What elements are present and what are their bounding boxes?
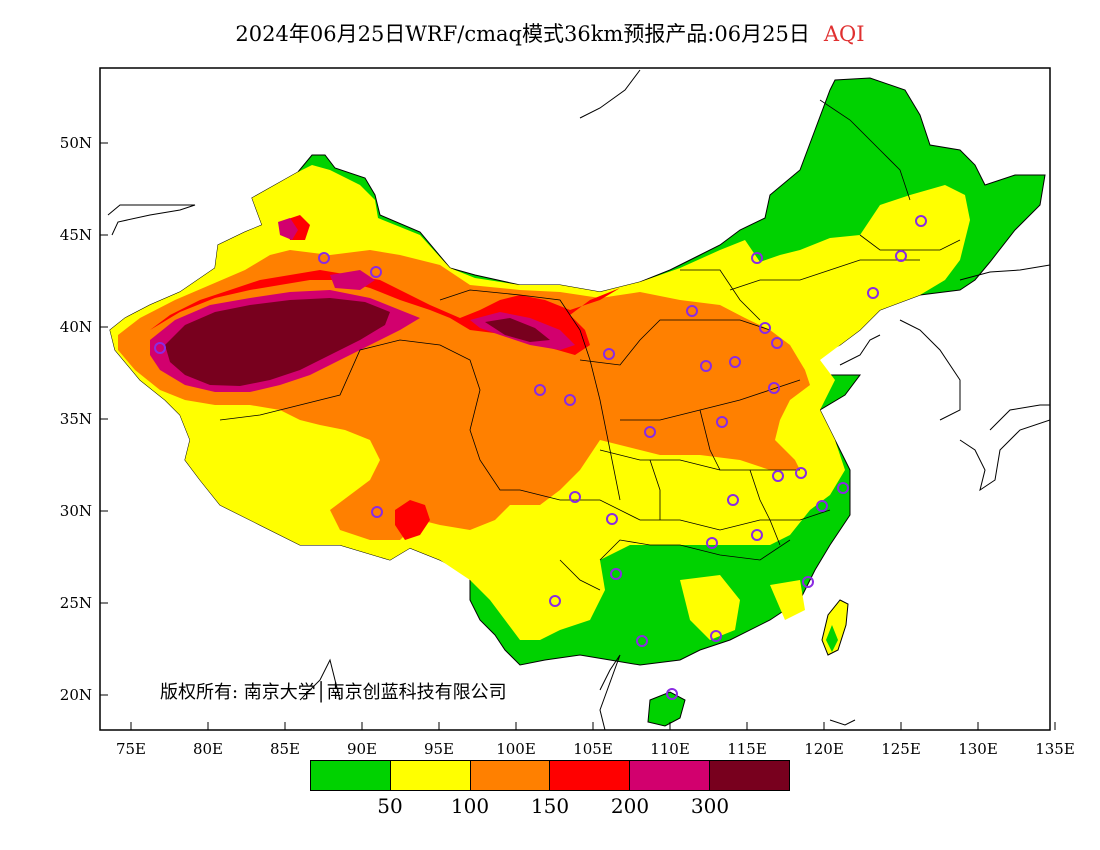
lat-tick-label: 35N xyxy=(60,410,92,428)
legend-swatch xyxy=(311,761,391,790)
legend-label: 300 xyxy=(690,794,730,818)
station-marker xyxy=(549,595,561,607)
station-marker xyxy=(666,688,678,700)
lon-tick-label: 130E xyxy=(958,740,998,758)
lon-tick-label: 85E xyxy=(270,740,300,758)
aqi-zone-moderate-south xyxy=(680,575,805,640)
lon-tick-label: 80E xyxy=(193,740,223,758)
station-marker xyxy=(816,500,828,512)
map-area xyxy=(107,69,1050,730)
station-marker xyxy=(706,537,718,549)
legend-swatch xyxy=(550,761,631,790)
longitude-axis: 75E 80E 85E 90E 95E 100E 105E 110E 115E 120E 125E 1… xyxy=(116,722,1075,758)
taiwan-island xyxy=(821,599,849,656)
legend-swatch xyxy=(710,761,789,790)
map-frame xyxy=(99,67,1051,731)
station-marker xyxy=(644,426,656,438)
station-marker xyxy=(606,513,618,525)
aqi-legend xyxy=(310,760,790,791)
station-marker xyxy=(759,322,771,334)
legend-swatch xyxy=(390,761,471,790)
latitude-axis: 50N 45N 40N 35N 30N 25N 20N xyxy=(60,134,108,704)
station-marker xyxy=(727,494,739,506)
lat-tick-label: 50N xyxy=(60,134,92,152)
station-marker xyxy=(716,416,728,428)
lon-tick-label: 75E xyxy=(116,740,146,758)
station-marker xyxy=(837,482,849,494)
title-main: 2024年06月25日WRF/cmaq模式36km预报产品:06月25日 xyxy=(235,22,810,46)
station-markers xyxy=(154,215,927,700)
station-marker xyxy=(895,250,907,262)
station-marker xyxy=(370,266,382,278)
lat-tick-label: 20N xyxy=(60,686,92,704)
station-marker xyxy=(751,529,763,541)
lon-tick-label: 125E xyxy=(881,740,921,758)
station-marker xyxy=(729,356,741,368)
lon-tick-label: 120E xyxy=(804,740,844,758)
taiwan-green xyxy=(826,625,838,652)
lat-tick-label: 40N xyxy=(60,318,92,336)
station-marker xyxy=(636,635,648,647)
station-marker xyxy=(564,394,576,406)
map-title: 2024年06月25日WRF/cmaq模式36km预报产品:06月25日 AQI xyxy=(0,18,1100,48)
legend-swatch xyxy=(470,761,551,790)
lat-tick-label: 25N xyxy=(60,594,92,612)
station-marker xyxy=(751,252,763,264)
station-marker xyxy=(686,305,698,317)
station-marker xyxy=(371,506,383,518)
station-marker xyxy=(610,568,622,580)
station-marker xyxy=(915,215,927,227)
lon-tick-label: 90E xyxy=(347,740,377,758)
station-marker xyxy=(603,348,615,360)
legend-label: 50 xyxy=(377,794,403,818)
station-marker xyxy=(771,337,783,349)
lon-tick-label: 95E xyxy=(424,740,454,758)
lon-tick-label: 135E xyxy=(1035,740,1075,758)
lon-tick-label: 100E xyxy=(496,740,536,758)
aqi-zone-hazardous xyxy=(165,298,550,386)
station-marker xyxy=(772,470,784,482)
province-boundaries xyxy=(219,99,961,591)
lon-tick-label: 115E xyxy=(727,740,767,758)
station-marker xyxy=(768,382,780,394)
legend-label: 200 xyxy=(610,794,650,818)
station-marker xyxy=(154,342,166,354)
lat-tick-label: 30N xyxy=(60,502,92,520)
station-marker xyxy=(867,287,879,299)
title-product: AQI xyxy=(823,22,865,46)
legend-swatch xyxy=(630,761,711,790)
station-marker xyxy=(795,467,807,479)
coastlines xyxy=(107,69,1050,730)
station-marker xyxy=(802,576,814,588)
legend-label: 100 xyxy=(450,794,490,818)
station-marker xyxy=(318,252,330,264)
station-marker xyxy=(534,384,546,396)
station-marker xyxy=(700,360,712,372)
hainan-island xyxy=(647,691,686,727)
station-marker xyxy=(569,491,581,503)
station-marker xyxy=(710,630,722,642)
lon-tick-label: 110E xyxy=(650,740,690,758)
lat-tick-label: 45N xyxy=(60,226,92,244)
legend-label: 150 xyxy=(530,794,570,818)
copyright-text: 版权所有: 南京大学│南京创蓝科技有限公司 xyxy=(160,682,507,703)
lon-tick-label: 105E xyxy=(573,740,613,758)
